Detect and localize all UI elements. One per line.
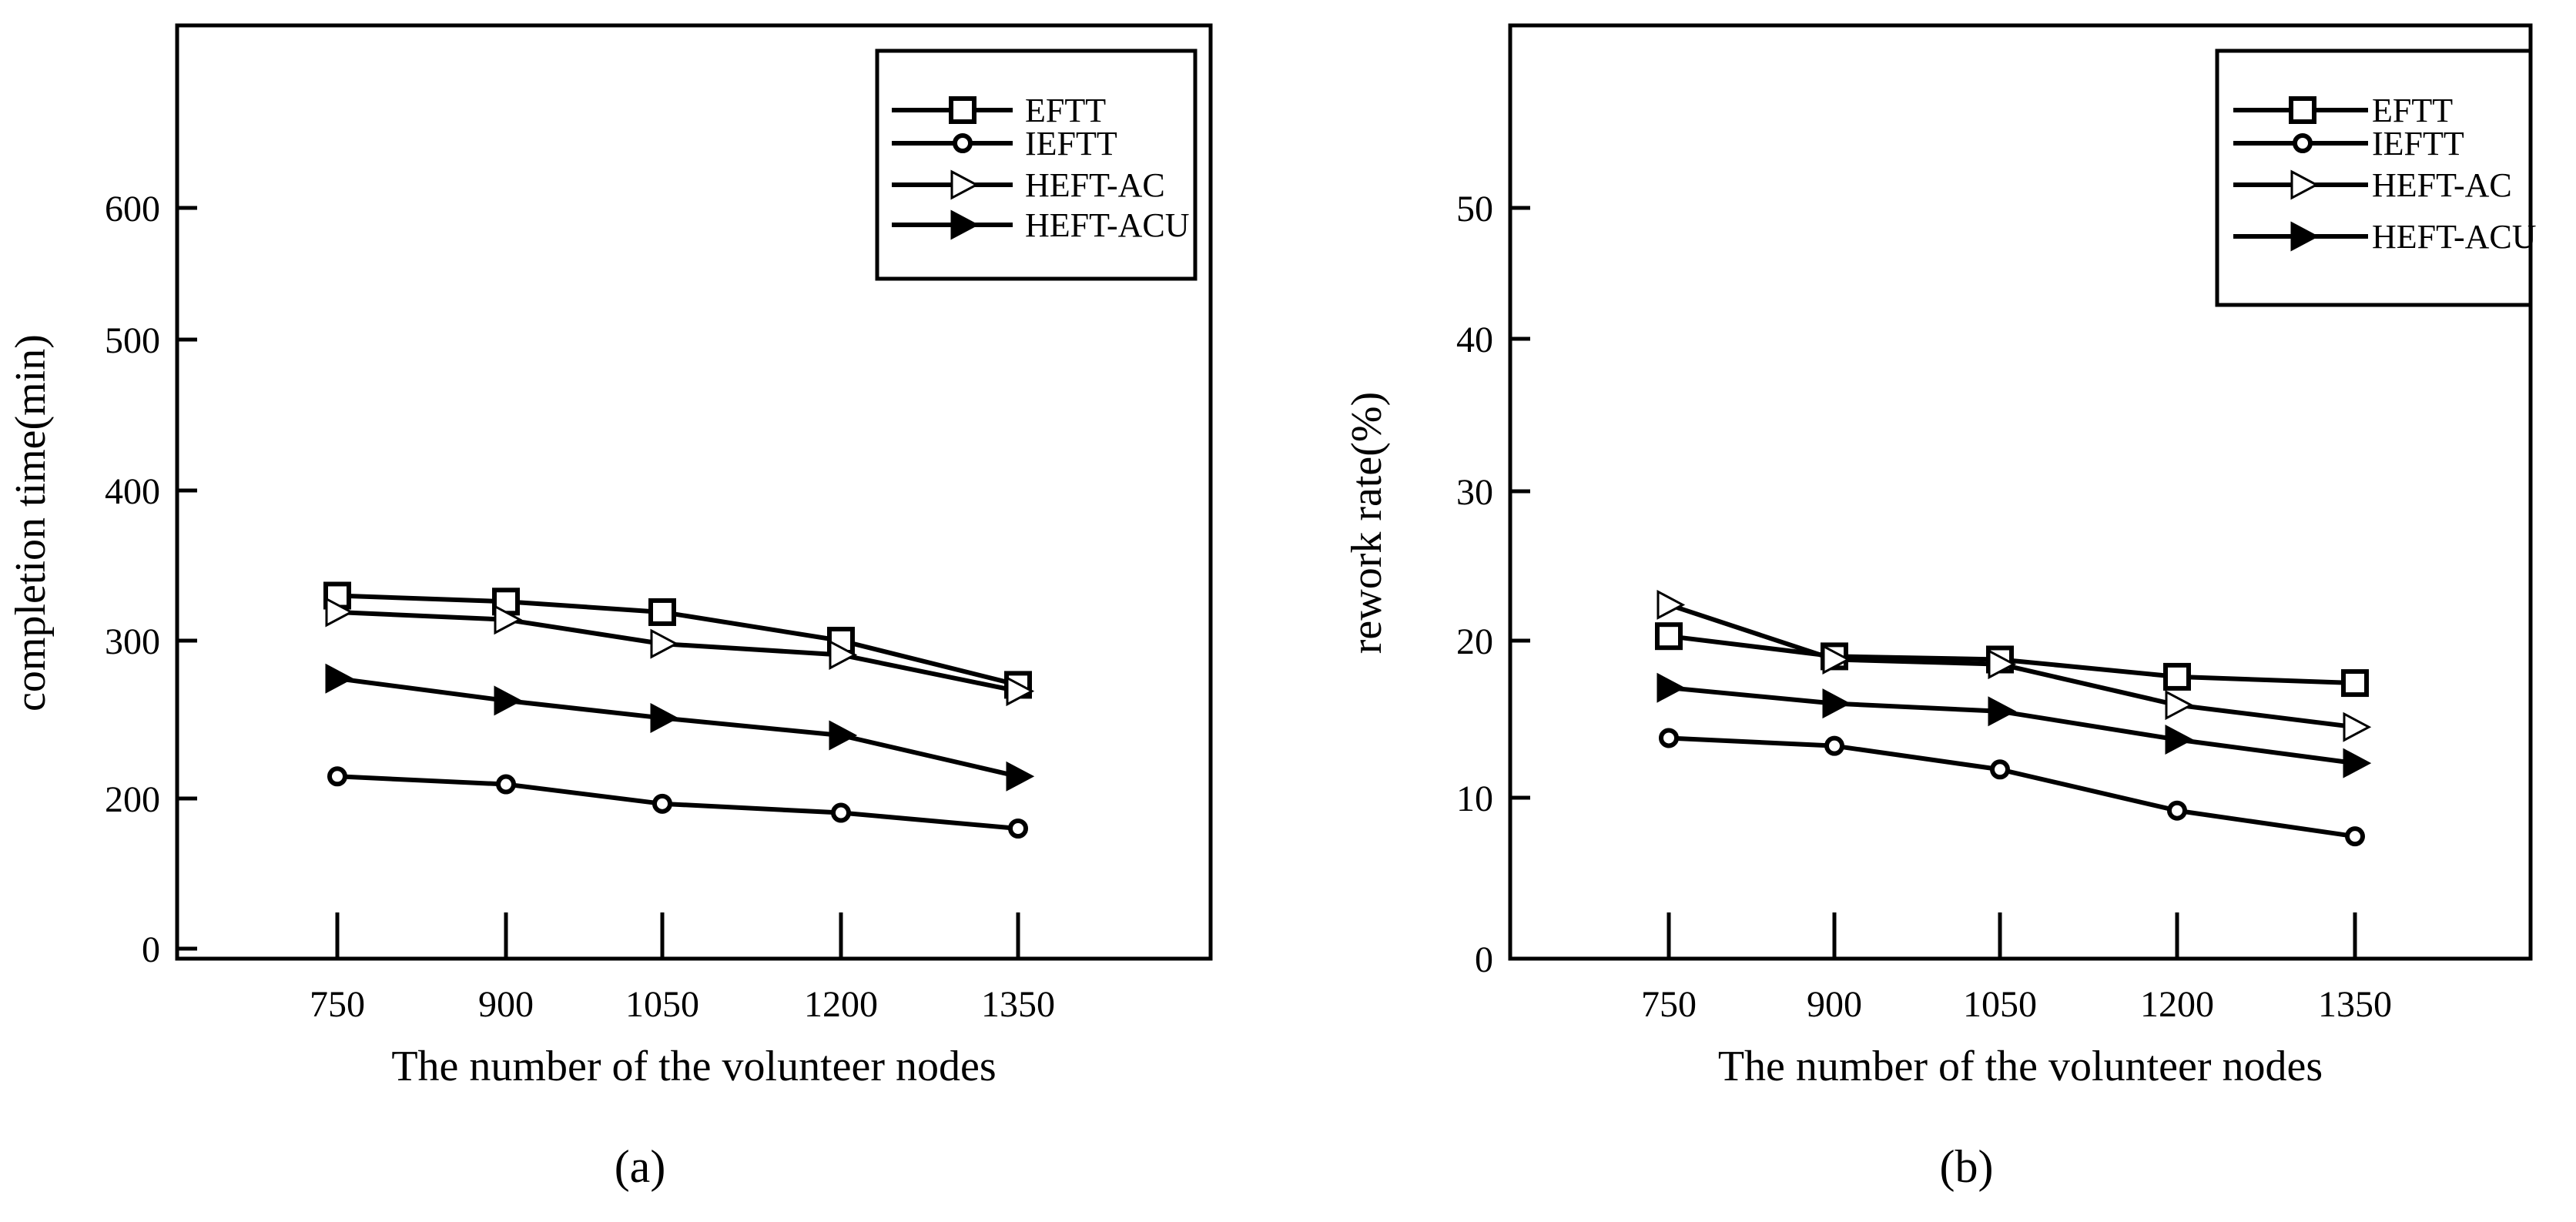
panel-label-a: (a) [615,1141,666,1192]
data-point-b-ieftt-1050 [1990,759,2010,780]
series-line-b-heft-acu [1668,685,2356,766]
panel-label-b: (b) [1940,1141,1994,1192]
x-axis-label-a: The number of the volunteer nodes [391,1043,996,1090]
legend-label-b-heft-ac: HEFT-AC [2372,166,2512,204]
x-tick-label-b-1350: 1350 [2318,984,2392,1025]
data-point-b-heft-ac-1050 [1988,649,2017,680]
data-point-a-eftt-1050 [648,598,676,626]
x-tick-label-a-1050: 1050 [625,984,699,1025]
data-point-b-heft-acu-750 [1656,672,1686,703]
data-point-b-ieftt-750 [1659,728,1679,748]
legend-marker-b-ieftt [2293,133,2313,153]
x-tick-label-a-1350: 1350 [981,984,1055,1025]
y-axis-label-b: rework rate(%) [1343,392,1391,654]
data-point-b-heft-ac-1200 [2165,690,2194,721]
chart-panel-a: 0 200 300 400 500 600 750 900 1050 1200 1350 The nu… [7,23,1213,1192]
data-point-b-eftt-1200 [2163,662,2191,691]
legend-label-b-ieftt: IEFTT [2372,125,2464,162]
y-tick-label-a-0: 0 [142,929,160,970]
series-line-a-heft-acu [337,676,1019,779]
data-point-a-ieftt-1050 [652,793,672,814]
data-point-b-eftt-1350 [2341,669,2369,698]
legend-box-a [875,49,1198,281]
data-point-a-heft-ac-1050 [650,628,679,659]
legend-marker-b-heft-ac [2290,169,2320,200]
data-point-a-heft-ac-900 [494,604,523,635]
data-point-b-ieftt-1200 [2167,800,2187,821]
data-point-b-heft-acu-1200 [2165,725,2194,755]
data-point-b-heft-ac-900 [1822,644,1851,675]
y-axis-label-a: completion time(min) [7,334,55,711]
chart-panel-b: 0 10 20 30 40 50 750 900 1050 1200 1350 The number … [1343,23,2537,1192]
y-tick-label-a-400: 400 [105,471,160,512]
data-point-b-ieftt-1350 [2345,826,2365,847]
legend-label-a-ieftt: IEFTT [1025,125,1117,162]
y-tick-label-b-30: 30 [1456,472,1493,513]
legend-box-b [2215,49,2533,307]
y-tick-label-b-50: 50 [1456,189,1493,229]
y-tick-label-a-600: 600 [105,189,160,229]
legend-marker-a-eftt [949,96,976,124]
x-tick-label-b-1050: 1050 [1963,984,2037,1025]
data-point-a-ieftt-1350 [1008,819,1028,839]
y-tick-label-a-300: 300 [105,621,160,662]
series-line-b-ieftt [1668,735,2356,839]
legend-label-a-heft-acu: HEFT-ACU [1025,206,1190,244]
x-tick-label-a-1200: 1200 [804,984,878,1025]
y-tick-label-a-200: 200 [105,779,160,820]
data-point-a-heft-acu-1350 [1006,761,1035,792]
data-point-b-heft-acu-900 [1822,688,1851,719]
data-point-a-heft-acu-750 [325,663,354,694]
legend-marker-a-heft-acu [950,209,980,240]
data-point-b-heft-acu-1350 [2343,748,2372,778]
data-point-b-ieftt-900 [1824,735,1844,756]
legend-marker-b-eftt [2289,96,2316,124]
x-tick-label-b-1200: 1200 [2140,984,2214,1025]
series-line-a-heft-ac [337,609,1019,694]
x-tick-label-b-900: 900 [1807,984,1862,1025]
legend-marker-a-heft-ac [950,169,980,200]
x-axis-label-b: The number of the volunteer nodes [1718,1043,2323,1090]
legend-label-a-eftt: EFTT [1025,92,1106,129]
legend-label-a-heft-ac: HEFT-AC [1025,166,1165,204]
x-tick-label-a-900: 900 [478,984,534,1025]
y-tick-label-a-500: 500 [105,320,160,361]
data-point-a-heft-acu-900 [494,685,523,716]
data-point-a-ieftt-1200 [831,802,851,823]
data-point-a-heft-acu-1200 [829,720,858,751]
data-point-a-ieftt-900 [496,774,516,795]
x-tick-label-a-750: 750 [310,984,365,1025]
data-point-a-heft-ac-1350 [1006,676,1035,707]
data-point-b-heft-ac-750 [1656,589,1686,620]
y-tick-label-b-0: 0 [1475,939,1493,980]
data-point-b-heft-ac-1350 [2343,711,2372,742]
data-point-a-ieftt-750 [327,766,347,787]
data-point-a-heft-ac-1200 [829,639,858,670]
data-point-b-eftt-750 [1655,622,1683,651]
x-tick-label-b-750: 750 [1641,984,1697,1025]
y-tick-label-b-10: 10 [1456,778,1493,819]
data-point-a-heft-acu-1050 [650,702,679,733]
y-tick-label-b-20: 20 [1456,621,1493,662]
legend-label-b-heft-acu: HEFT-ACU [2372,218,2537,256]
series-line-a-ieftt [337,774,1019,831]
legend-marker-a-ieftt [953,133,973,153]
legend-label-b-eftt: EFTT [2372,92,2453,129]
data-point-a-heft-ac-750 [325,597,354,628]
y-tick-label-b-40: 40 [1456,320,1493,360]
data-point-b-heft-acu-1050 [1988,696,2017,727]
legend-marker-b-heft-acu [2290,221,2320,252]
